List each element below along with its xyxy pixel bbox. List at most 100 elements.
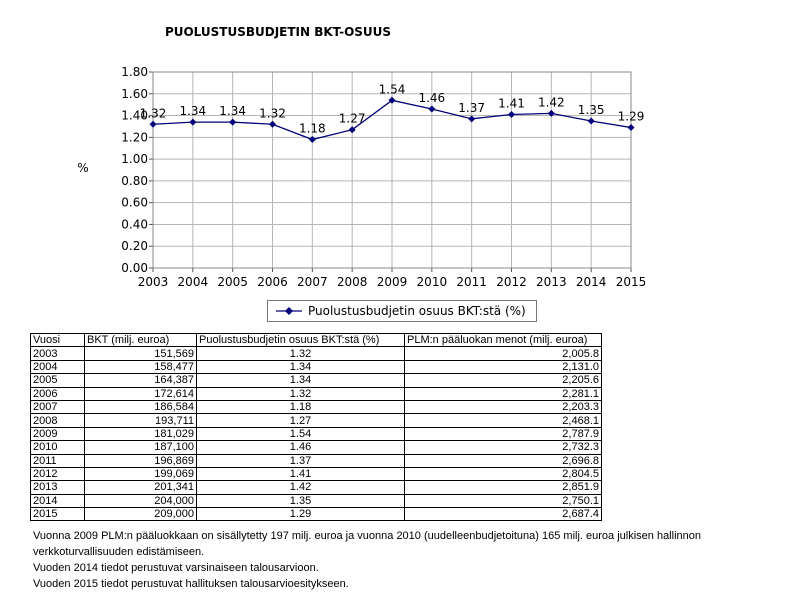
cell-osuus: 1.34 <box>196 359 405 375</box>
cell-menot: 2,205.6 <box>404 373 602 388</box>
data-point <box>189 118 197 126</box>
table-header-row: Vuosi BKT (milj. euroa) Puolustusbudjeti… <box>30 332 602 348</box>
data-point <box>587 117 595 125</box>
cell-osuus: 1.27 <box>196 413 405 428</box>
cell-bkt: 158,477 <box>84 359 197 375</box>
x-tick-label: 2012 <box>496 275 527 289</box>
x-tick-label: 2013 <box>536 275 567 289</box>
legend-label: Puolustusbudjetin osuus BKT:stä (%) <box>308 304 526 318</box>
cell-vuosi: 2010 <box>30 440 85 455</box>
data-label: 1.29 <box>618 110 645 124</box>
legend-marker-icon <box>276 307 302 315</box>
cell-bkt: 209,000 <box>84 507 197 522</box>
cell-vuosi: 2009 <box>30 426 85 442</box>
cell-menot: 2,732.3 <box>404 440 602 455</box>
data-label: 1.27 <box>339 112 366 126</box>
y-tick-label: 0.00 <box>121 261 148 275</box>
cell-vuosi: 2007 <box>30 399 85 415</box>
cell-osuus: 1.46 <box>196 440 405 455</box>
cell-vuosi: 2008 <box>30 413 85 428</box>
cell-menot: 2,005.8 <box>404 346 602 361</box>
table-row: 2005 164,387 1.34 2,205.6 <box>30 373 602 388</box>
table-row: 2007 186,584 1.18 2,203.3 <box>30 399 602 415</box>
header-osuus: Puolustusbudjetin osuus BKT:stä (%) <box>196 332 405 348</box>
table-row: 2008 193,711 1.27 2,468.1 <box>30 413 602 428</box>
cell-menot: 2,468.1 <box>404 413 602 428</box>
cell-menot: 2,787.9 <box>404 426 602 442</box>
cell-osuus: 1.34 <box>196 373 405 388</box>
header-bkt: BKT (milj. euroa) <box>84 332 197 348</box>
cell-osuus: 1.32 <box>196 346 405 361</box>
data-table: Vuosi BKT (milj. euroa) Puolustusbudjeti… <box>30 332 602 522</box>
table-body: 2003 151,569 1.32 2,005.8 2004 158,477 1.34 2,1… <box>30 346 602 522</box>
x-tick-label: 2007 <box>297 275 328 289</box>
table-row: 2012 199,069 1.41 2,804.5 <box>30 466 602 482</box>
cell-bkt: 187,100 <box>84 440 197 455</box>
y-tick-label: 1.40 <box>121 109 148 123</box>
cell-osuus: 1.41 <box>196 466 405 482</box>
chart-title: PUOLUSTUSBUDJETIN BKT-OSUUS <box>165 25 391 39</box>
cell-bkt: 201,341 <box>84 480 197 495</box>
cell-osuus: 1.42 <box>196 480 405 495</box>
table-row: 2010 187,100 1.46 2,732.3 <box>30 440 602 455</box>
line-chart: PUOLUSTUSBUDJETIN BKT-OSUUS% 0.00 0.20 0.40… <box>77 25 647 289</box>
cell-osuus: 1.32 <box>196 386 405 401</box>
data-point <box>149 120 157 128</box>
notes: Vuonna 2009 PLM:n pääluokkaan on sisälly… <box>33 528 790 592</box>
data-point <box>308 136 316 144</box>
data-label: 1.46 <box>418 91 445 105</box>
cell-vuosi: 2014 <box>30 493 85 509</box>
data-label: 1.37 <box>458 101 485 115</box>
data-label: 1.32 <box>140 106 167 120</box>
cell-bkt: 151,569 <box>84 346 197 361</box>
table-row: 2014 204,000 1.35 2,750.1 <box>30 493 602 509</box>
x-tick-label: 2003 <box>138 275 169 289</box>
note-1: Vuonna 2009 PLM:n pääluokkaan on sisälly… <box>33 530 701 558</box>
x-tick-label: 2009 <box>377 275 408 289</box>
cell-bkt: 193,711 <box>84 413 197 428</box>
x-tick-label: 2011 <box>456 275 487 289</box>
y-tick-label: 1.60 <box>121 87 148 101</box>
y-tick-label: 0.40 <box>121 217 148 231</box>
cell-osuus: 1.54 <box>196 426 405 442</box>
cell-osuus: 1.35 <box>196 493 405 509</box>
cell-vuosi: 2004 <box>30 359 85 375</box>
data-point <box>508 110 515 118</box>
cell-osuus: 1.37 <box>196 453 405 468</box>
data-label: 1.54 <box>379 82 406 96</box>
cell-bkt: 196,869 <box>84 453 197 468</box>
data-label: 1.18 <box>299 122 326 136</box>
x-tick-label: 2014 <box>576 275 607 289</box>
cell-vuosi: 2005 <box>30 373 85 388</box>
cell-menot: 2,804.5 <box>404 466 602 482</box>
data-point <box>627 124 635 132</box>
cell-bkt: 164,387 <box>84 373 197 388</box>
cell-vuosi: 2013 <box>30 480 85 495</box>
x-tick-label: 2015 <box>616 275 647 289</box>
data-point <box>547 109 555 117</box>
y-tick-label: 1.80 <box>121 65 148 79</box>
cell-menot: 2,203.3 <box>404 399 602 415</box>
y-tick-label: 0.60 <box>121 196 148 210</box>
cell-vuosi: 2012 <box>30 466 85 482</box>
table-row: 2009 181,029 1.54 2,787.9 <box>30 426 602 442</box>
cell-menot: 2,687.4 <box>404 507 602 522</box>
data-label: 1.34 <box>219 104 246 118</box>
table-row: 2004 158,477 1.34 2,131.0 <box>30 359 602 375</box>
x-tick-label: 2010 <box>417 275 448 289</box>
data-point <box>388 96 396 104</box>
cell-osuus: 1.29 <box>196 507 405 522</box>
cell-menot: 2,750.1 <box>404 493 602 509</box>
note-2: Vuoden 2014 tiedot perustuvat varsinaise… <box>33 562 319 574</box>
x-tick-label: 2005 <box>217 275 248 289</box>
cell-bkt: 199,069 <box>84 466 197 482</box>
data-label: 1.34 <box>179 104 206 118</box>
cell-vuosi: 2003 <box>30 346 85 361</box>
table-row: 2015 209,000 1.29 2,687.4 <box>30 507 602 522</box>
data-label: 1.32 <box>259 106 286 120</box>
data-label: 1.42 <box>538 95 565 109</box>
y-tick-label: 0.20 <box>121 239 148 253</box>
cell-vuosi: 2006 <box>30 386 85 401</box>
y-tick-label: 1.20 <box>121 130 148 144</box>
cell-menot: 2,281.1 <box>404 386 602 401</box>
